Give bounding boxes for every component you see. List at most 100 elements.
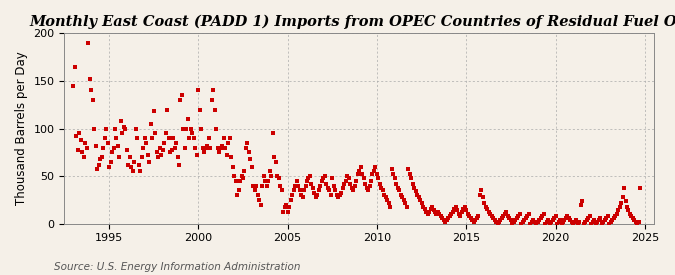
Point	[630, 220, 641, 224]
Point	[424, 210, 435, 214]
Point	[284, 204, 294, 209]
Point	[330, 188, 341, 193]
Point	[555, 218, 566, 222]
Point	[414, 198, 425, 202]
Point	[251, 183, 262, 188]
Point	[287, 193, 298, 197]
Point	[599, 218, 610, 222]
Point	[312, 193, 323, 197]
Point	[120, 126, 131, 131]
Point	[479, 201, 489, 205]
Point	[602, 214, 613, 218]
Point	[514, 212, 525, 216]
Point	[298, 188, 309, 193]
Point	[389, 176, 400, 180]
Point	[410, 189, 421, 194]
Point	[537, 214, 547, 218]
Point	[634, 220, 645, 224]
Point	[334, 193, 345, 197]
Point	[229, 174, 240, 178]
Point	[419, 207, 430, 212]
Point	[302, 179, 313, 183]
Point	[580, 220, 591, 224]
Point	[321, 182, 331, 186]
Point	[443, 216, 454, 220]
Point	[427, 204, 437, 209]
Point	[543, 218, 554, 222]
Point	[107, 150, 117, 155]
Point	[209, 107, 220, 112]
Point	[246, 164, 257, 169]
Point	[464, 214, 475, 218]
Point	[109, 126, 120, 131]
Point	[370, 164, 381, 169]
Point	[207, 98, 217, 102]
Point	[259, 174, 269, 178]
Point	[458, 207, 468, 212]
Point	[192, 153, 202, 157]
Point	[329, 183, 340, 188]
Point	[338, 185, 348, 190]
Point	[308, 185, 319, 190]
Point	[139, 136, 150, 140]
Point	[592, 220, 603, 224]
Point	[324, 188, 335, 193]
Point	[291, 179, 302, 183]
Point	[482, 207, 493, 212]
Point	[403, 166, 414, 171]
Point	[250, 188, 261, 193]
Point	[433, 210, 443, 214]
Point	[418, 204, 429, 209]
Point	[255, 202, 266, 207]
Point	[132, 136, 142, 140]
Point	[497, 216, 508, 220]
Point	[523, 212, 534, 216]
Point	[362, 188, 373, 193]
Point	[281, 202, 292, 207]
Point	[622, 204, 632, 209]
Point	[572, 222, 583, 226]
Point	[533, 220, 543, 224]
Point	[503, 214, 514, 218]
Point	[119, 125, 130, 129]
Point	[440, 220, 451, 224]
Point	[196, 126, 207, 131]
Point	[181, 126, 192, 131]
Point	[576, 202, 587, 207]
Point	[214, 150, 225, 155]
Point	[379, 193, 389, 197]
Point	[402, 204, 412, 209]
Point	[603, 222, 614, 226]
Point	[560, 216, 571, 220]
Point	[184, 136, 195, 140]
Point	[450, 204, 461, 209]
Point	[550, 214, 561, 218]
Point	[435, 214, 446, 218]
Point	[616, 201, 626, 205]
Point	[519, 218, 530, 222]
Point	[159, 141, 169, 145]
Point	[309, 191, 320, 196]
Point	[498, 214, 509, 218]
Point	[77, 150, 88, 155]
Y-axis label: Thousand Barrels per Day: Thousand Barrels per Day	[15, 52, 28, 205]
Point	[352, 172, 363, 177]
Point	[381, 195, 392, 199]
Point	[462, 212, 473, 216]
Point	[102, 141, 113, 145]
Point	[369, 169, 379, 174]
Point	[197, 145, 208, 150]
Point	[92, 166, 103, 171]
Point	[549, 216, 560, 220]
Point	[99, 136, 110, 140]
Point	[134, 163, 144, 167]
Point	[512, 216, 522, 220]
Point	[375, 182, 385, 186]
Point	[492, 222, 503, 226]
Point	[611, 212, 622, 216]
Point	[136, 155, 147, 159]
Point	[392, 185, 403, 190]
Point	[522, 214, 533, 218]
Point	[71, 134, 82, 138]
Point	[608, 216, 619, 220]
